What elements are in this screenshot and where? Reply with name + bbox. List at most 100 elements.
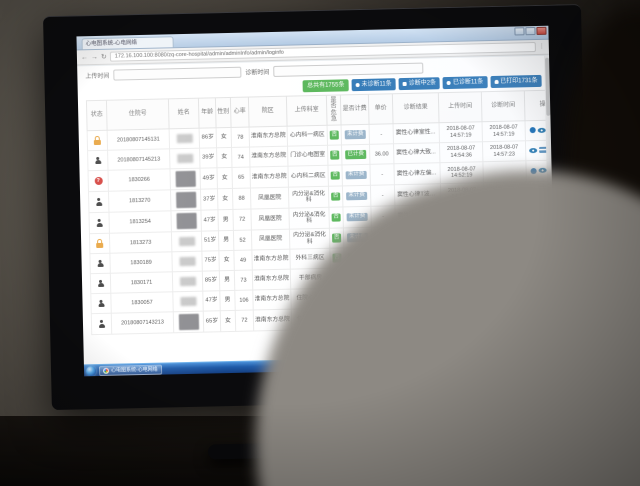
cell-sex: 女 <box>216 167 233 189</box>
critical-badge: 否 <box>329 150 340 160</box>
cell-name <box>170 210 202 233</box>
billing-badge: 已计费 <box>345 150 367 160</box>
cell-price: - <box>370 184 395 207</box>
column-header: 诊断结果 <box>392 92 440 124</box>
cell-department: 内分泌&消化科 <box>288 186 329 209</box>
cell-name <box>173 311 204 333</box>
browser-tab[interactable]: 心电图系统-心电网络 <box>81 36 174 50</box>
cell-status <box>89 233 110 254</box>
column-header: 是否危急 <box>326 94 342 126</box>
reload-icon[interactable]: ↻ <box>100 53 107 61</box>
billing-badge: 未计费 <box>344 130 366 140</box>
cell-age: 47岁 <box>202 290 221 312</box>
cell-critical: 否 <box>327 125 342 146</box>
critical-badge: 否 <box>331 213 341 223</box>
column-header: 住院号 <box>106 98 170 131</box>
browser-menu-icon[interactable]: ⋮ <box>538 43 545 50</box>
cell-name <box>171 251 203 273</box>
cell-sex: 男 <box>217 209 234 231</box>
patient-icon <box>95 219 103 227</box>
eye-icon[interactable] <box>537 127 546 133</box>
cell-billing: 未计费 <box>341 164 371 187</box>
start-button[interactable] <box>85 365 97 376</box>
cell-critical: 否 <box>327 145 342 166</box>
cell-heart-rate: 73 <box>234 270 253 291</box>
minimize-button[interactable] <box>514 27 525 36</box>
cell-age: 85岁 <box>202 270 220 292</box>
cell-name <box>172 291 204 312</box>
column-header: 性别 <box>215 97 232 128</box>
cell-sex: 男 <box>218 230 234 251</box>
patient-icon <box>97 320 105 328</box>
stat-button[interactable]: 已诊断11条 <box>442 76 488 90</box>
upload-time-label: 上传时间 <box>85 73 110 81</box>
cell-critical: 否 <box>328 207 344 229</box>
column-header: 单价 <box>368 93 394 125</box>
stat-button[interactable]: 诊断中2条 <box>398 77 441 91</box>
patient-icon <box>96 279 104 287</box>
cell-diagnose-time: 2018-08-07 14:57:23 <box>482 140 526 162</box>
cell-sex: 女 <box>216 147 232 168</box>
cell-age: 65岁 <box>203 310 221 333</box>
stat-button[interactable]: 未诊断11条 <box>351 78 396 92</box>
back-icon[interactable]: ← <box>80 53 89 61</box>
taskbar-app-button[interactable]: 心电图系统-心电网络 <box>98 364 162 376</box>
cell-campus: 淮南东方总院 <box>249 166 289 189</box>
stat-button-label: 总共有1755条 <box>307 82 345 90</box>
alert-icon <box>94 176 103 186</box>
cell-price: - <box>369 163 395 186</box>
cell-sex: 女 <box>217 188 233 210</box>
redacted-name <box>175 191 196 209</box>
cell-campus: 凤凰医院 <box>250 208 290 231</box>
cell-campus: 凤凰医院 <box>251 229 290 251</box>
billing-badge: 未计费 <box>346 191 368 201</box>
diagnose-time-input[interactable] <box>273 62 424 77</box>
upload-time-input[interactable] <box>113 66 242 81</box>
cell-status <box>87 150 109 171</box>
maximize-button[interactable] <box>525 27 536 36</box>
cell-heart-rate: 72 <box>235 310 254 332</box>
stat-button-label: 未诊断11条 <box>361 81 392 88</box>
cell-price: 36.00 <box>369 143 394 165</box>
cell-department: 内分泌&消化科 <box>288 207 330 230</box>
billing-badge: 未计费 <box>345 170 367 180</box>
column-header: 是否计费 <box>340 94 370 126</box>
redacted-name <box>178 313 199 331</box>
forward-icon[interactable]: → <box>90 53 99 61</box>
cell-age: 47岁 <box>200 209 219 232</box>
stat-button[interactable]: 总共有1755条 <box>302 79 349 93</box>
cell-status <box>90 293 112 314</box>
redacted-name <box>179 296 197 307</box>
cell-billing: 已计费 <box>341 144 370 166</box>
cell-admission-no: 20180807143213 <box>111 311 174 335</box>
info-icon[interactable] <box>529 127 536 134</box>
eye-icon[interactable] <box>528 147 537 154</box>
stat-button[interactable]: 已打印1731条 <box>490 74 542 89</box>
cell-sex: 女 <box>220 310 236 332</box>
cell-campus: 淮南东方总院 <box>252 269 291 291</box>
cell-department: 心内科一病区 <box>287 125 328 147</box>
cell-status <box>88 170 109 192</box>
cell-age: 86岁 <box>199 127 217 149</box>
cell-name <box>172 271 203 292</box>
cell-heart-rate: 72 <box>232 209 252 231</box>
lock-icon <box>94 136 101 145</box>
cell-sex: 男 <box>219 290 236 311</box>
cell-campus: 凤凰医院 <box>250 187 289 210</box>
critical-badge: 否 <box>330 171 341 181</box>
cell-campus: 淮南东方总院 <box>249 146 288 168</box>
cell-campus: 淮南东方总院 <box>249 126 288 148</box>
critical-badge: 否 <box>329 130 340 140</box>
cell-diagnosis: 窦性心律大致... <box>393 142 440 164</box>
column-header: 上传科室 <box>286 95 328 127</box>
chrome-icon <box>102 367 110 374</box>
scrollbar-thumb[interactable] <box>544 57 550 116</box>
cell-billing: 未计费 <box>341 124 370 146</box>
redacted-name <box>178 236 195 247</box>
cell-status <box>88 191 109 213</box>
patient-icon <box>95 198 103 206</box>
redacted-name <box>176 154 193 164</box>
stat-button-label: 已诊断11条 <box>452 79 484 86</box>
lock-icon <box>402 81 407 87</box>
close-button[interactable] <box>536 26 547 35</box>
